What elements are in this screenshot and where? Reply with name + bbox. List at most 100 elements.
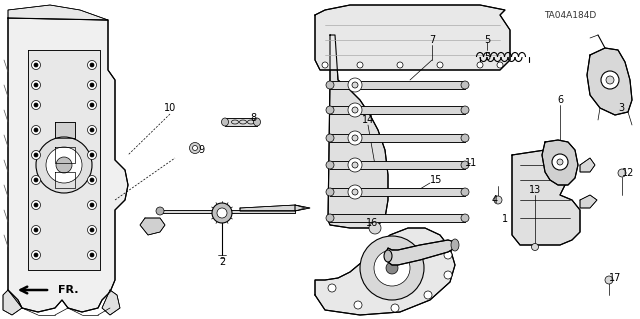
Polygon shape (385, 240, 455, 265)
Circle shape (444, 271, 452, 279)
Text: 13: 13 (529, 185, 541, 195)
Text: 17: 17 (609, 273, 621, 283)
Circle shape (34, 153, 38, 157)
Circle shape (391, 304, 399, 312)
Circle shape (552, 154, 568, 170)
Circle shape (90, 228, 94, 232)
Circle shape (90, 83, 94, 87)
Text: 4: 4 (492, 195, 498, 205)
Circle shape (90, 153, 94, 157)
Polygon shape (580, 158, 595, 172)
Polygon shape (542, 140, 578, 185)
Circle shape (605, 276, 613, 284)
Circle shape (369, 222, 381, 234)
Circle shape (56, 157, 72, 173)
Circle shape (424, 291, 432, 299)
Polygon shape (225, 118, 257, 126)
Circle shape (193, 145, 198, 151)
Text: 15: 15 (430, 175, 442, 185)
Text: 2: 2 (219, 257, 225, 267)
Text: FR.: FR. (58, 285, 79, 295)
Polygon shape (330, 188, 465, 196)
Circle shape (34, 63, 38, 67)
Circle shape (357, 62, 363, 68)
Circle shape (34, 203, 38, 207)
Polygon shape (315, 5, 510, 70)
Circle shape (90, 203, 94, 207)
Ellipse shape (221, 118, 228, 126)
Text: 1: 1 (502, 214, 508, 224)
Circle shape (90, 63, 94, 67)
Ellipse shape (461, 134, 469, 142)
Polygon shape (102, 290, 120, 315)
Ellipse shape (326, 214, 334, 222)
Circle shape (217, 208, 227, 218)
Text: 11: 11 (465, 158, 477, 168)
Circle shape (31, 151, 40, 160)
Circle shape (88, 250, 97, 259)
Ellipse shape (461, 188, 469, 196)
Circle shape (352, 162, 358, 168)
Circle shape (31, 61, 40, 70)
Circle shape (31, 100, 40, 109)
Ellipse shape (232, 120, 239, 124)
Polygon shape (55, 172, 75, 188)
Polygon shape (140, 218, 165, 235)
Circle shape (88, 175, 97, 184)
Text: 7: 7 (429, 35, 435, 45)
Circle shape (352, 135, 358, 141)
Circle shape (397, 62, 403, 68)
Polygon shape (160, 210, 295, 213)
Polygon shape (28, 50, 100, 270)
Circle shape (601, 71, 619, 89)
Circle shape (31, 201, 40, 210)
Circle shape (189, 143, 200, 153)
Text: 14: 14 (362, 115, 374, 125)
Circle shape (31, 125, 40, 135)
Circle shape (34, 253, 38, 257)
Circle shape (46, 147, 82, 183)
Circle shape (352, 82, 358, 88)
Circle shape (348, 103, 362, 117)
Polygon shape (240, 205, 305, 211)
Circle shape (88, 80, 97, 90)
Circle shape (88, 61, 97, 70)
Ellipse shape (326, 106, 334, 114)
Ellipse shape (461, 214, 469, 222)
Text: 3: 3 (618, 103, 624, 113)
Circle shape (90, 178, 94, 182)
Circle shape (606, 76, 614, 84)
Circle shape (88, 226, 97, 234)
Circle shape (618, 169, 626, 177)
Ellipse shape (461, 106, 469, 114)
Polygon shape (55, 122, 75, 138)
Ellipse shape (384, 250, 392, 262)
Circle shape (88, 100, 97, 109)
Polygon shape (3, 290, 22, 315)
Ellipse shape (326, 188, 334, 196)
Ellipse shape (326, 81, 334, 89)
Circle shape (36, 137, 92, 193)
Circle shape (348, 78, 362, 92)
Circle shape (34, 228, 38, 232)
Polygon shape (55, 147, 75, 163)
Circle shape (88, 201, 97, 210)
Circle shape (348, 185, 362, 199)
Circle shape (31, 80, 40, 90)
Circle shape (348, 158, 362, 172)
Polygon shape (330, 214, 465, 222)
Ellipse shape (253, 118, 260, 126)
Circle shape (31, 250, 40, 259)
Polygon shape (8, 5, 108, 20)
Text: 9: 9 (198, 145, 204, 155)
Text: 12: 12 (622, 168, 634, 178)
Circle shape (88, 151, 97, 160)
Circle shape (348, 131, 362, 145)
Circle shape (34, 83, 38, 87)
Ellipse shape (461, 161, 469, 169)
Ellipse shape (156, 207, 164, 215)
Polygon shape (512, 150, 580, 245)
Circle shape (34, 128, 38, 132)
Circle shape (90, 128, 94, 132)
Polygon shape (295, 205, 310, 211)
